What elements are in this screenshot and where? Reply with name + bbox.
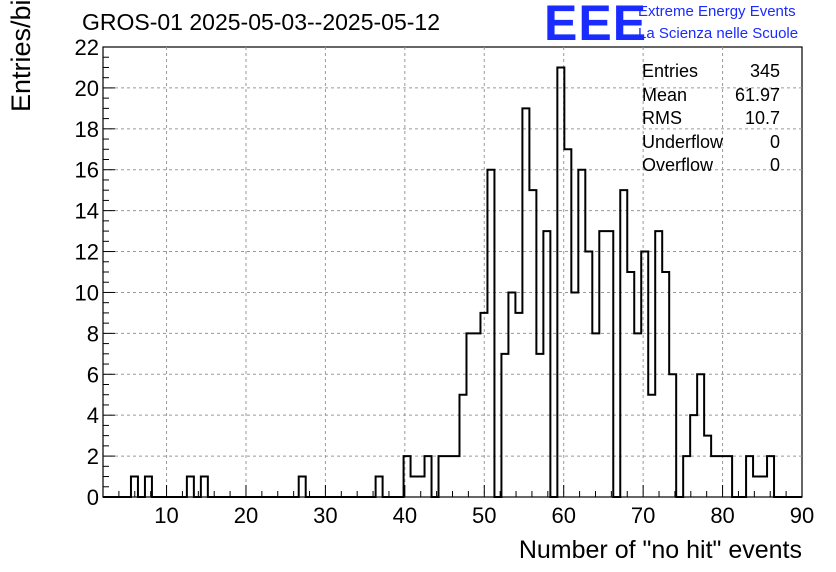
histogram-bin [704, 436, 711, 497]
stat-value: 61.97 [734, 84, 780, 105]
histogram-bin [662, 272, 669, 497]
histogram-bin [536, 354, 543, 497]
histogram-bin [606, 231, 613, 497]
histogram-bin [683, 456, 690, 497]
y-tick-label: 20 [75, 76, 99, 101]
histogram-bin [522, 108, 529, 497]
histogram-bin [627, 272, 634, 497]
histogram-bin [529, 190, 536, 497]
y-tick-label: 0 [87, 485, 99, 510]
histogram-bin [459, 395, 466, 497]
stat-value: 0 [769, 131, 780, 152]
logo-line-2: La Scienza nelle Scuole [638, 25, 799, 42]
x-tick-label: 80 [710, 503, 734, 528]
y-tick-label: 2 [87, 444, 99, 469]
x-tick-label: 30 [313, 503, 337, 528]
stat-label: Underflow [642, 131, 724, 152]
y-tick-label: 14 [75, 199, 99, 224]
y-tick-label: 6 [87, 362, 99, 387]
histogram-bin [446, 456, 453, 497]
stat-row: Overflow 0 [642, 154, 780, 178]
y-tick-label: 12 [75, 240, 99, 265]
stat-label: Entries [642, 61, 699, 81]
stat-value: 345 [749, 61, 780, 81]
stat-label: RMS [642, 108, 682, 128]
histogram-bin [760, 477, 767, 497]
x-tick-label: 10 [154, 503, 178, 528]
x-tick-label: 60 [551, 503, 575, 528]
x-tick-label: 20 [234, 503, 258, 528]
stat-label: Mean [642, 84, 688, 105]
stats-box: Entries 345 Mean 61.97 RMS 10.7 Underflo… [642, 60, 780, 178]
stat-label: Overflow [642, 155, 714, 175]
eee-logo: EEE [544, 0, 648, 51]
histogram-bin [564, 149, 571, 497]
histogram-bin [425, 456, 432, 497]
histogram-bin [187, 477, 194, 497]
histogram-bin [767, 456, 774, 497]
histogram-bin [411, 477, 418, 497]
stat-row: Entries 345 [642, 60, 780, 84]
histogram-bin [501, 354, 508, 497]
stat-row: RMS 10.7 [642, 107, 780, 131]
chart-title: GROS-01 2025-05-03--2025-05-12 [82, 9, 440, 35]
histogram-bin [439, 456, 446, 497]
y-axis-label: Entries/bin [6, 0, 36, 112]
histogram-bin [543, 231, 550, 497]
x-tick-label: 90 [790, 503, 814, 528]
x-tick-label: 50 [472, 503, 496, 528]
histogram-bin [508, 292, 515, 497]
histogram-bin [746, 456, 753, 497]
histogram-bin [648, 395, 655, 497]
y-tick-label: 18 [75, 117, 99, 142]
histogram-bin [299, 477, 306, 497]
histogram-bin [655, 231, 662, 497]
y-tick-label: 16 [75, 158, 99, 183]
stat-row: Mean 61.97 [642, 84, 780, 108]
histogram-bin [697, 374, 704, 497]
logo-line-1: Extreme Energy Events [638, 3, 796, 20]
histogram-bin [725, 456, 732, 497]
histogram-bin [571, 292, 578, 497]
stat-row: Underflow 0 [642, 131, 780, 155]
y-tick-label: 22 [75, 35, 99, 60]
x-tick-label: 70 [631, 503, 655, 528]
histogram-bin [711, 456, 718, 497]
x-tick-label: 40 [393, 503, 417, 528]
y-tick-label: 4 [87, 403, 99, 428]
histogram-bin [201, 477, 208, 497]
stat-value: 10.7 [744, 108, 780, 128]
y-tick-label: 8 [87, 321, 99, 346]
stat-value: 0 [769, 155, 780, 175]
histogram-bin [376, 477, 383, 497]
histogram-bin [669, 374, 676, 497]
y-tick-label: 10 [75, 280, 99, 305]
histogram-bin [453, 456, 460, 497]
histogram-bin [718, 456, 725, 497]
histogram-bin [599, 231, 606, 497]
x-axis-label: Number of "no hit" events [518, 536, 802, 564]
histogram-bin [620, 190, 627, 497]
histogram-line [103, 66, 802, 498]
axis-ticks: 10 20 30 40 50 60 70 80 90 0 2 4 6 8 10 12 14 16 18 20 22 [75, 35, 815, 528]
histogram-bin [515, 313, 522, 497]
